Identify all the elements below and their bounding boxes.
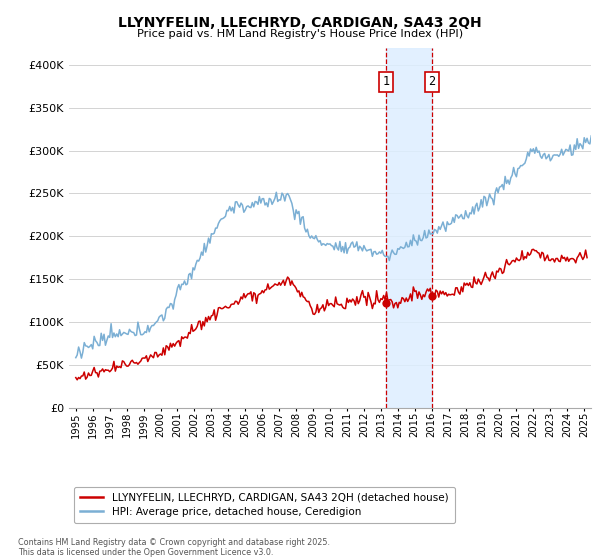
Text: Contains HM Land Registry data © Crown copyright and database right 2025.
This d: Contains HM Land Registry data © Crown c… xyxy=(18,538,330,557)
Bar xyxy=(386,48,432,408)
Text: 1: 1 xyxy=(382,76,389,88)
Text: 2: 2 xyxy=(428,76,436,88)
Text: Price paid vs. HM Land Registry's House Price Index (HPI): Price paid vs. HM Land Registry's House … xyxy=(137,29,463,39)
Text: LLYNYFELIN, LLECHRYD, CARDIGAN, SA43 2QH: LLYNYFELIN, LLECHRYD, CARDIGAN, SA43 2QH xyxy=(118,16,482,30)
Legend: LLYNYFELIN, LLECHRYD, CARDIGAN, SA43 2QH (detached house), HPI: Average price, d: LLYNYFELIN, LLECHRYD, CARDIGAN, SA43 2QH… xyxy=(74,487,455,524)
